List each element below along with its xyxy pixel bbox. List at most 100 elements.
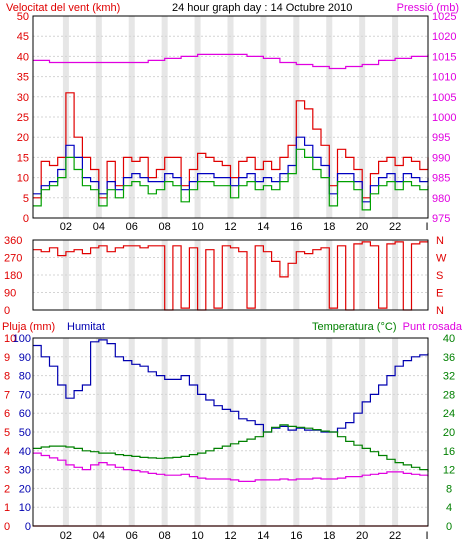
tick-label: 8 [446, 483, 452, 495]
degree-ticks: 0 90 180 270 360 [4, 235, 22, 317]
hour-band [128, 338, 135, 526]
tick-label: 08 [159, 221, 171, 233]
compass-label: E [436, 288, 443, 300]
hour-band [161, 16, 168, 218]
tick-label: 1000 [432, 112, 456, 124]
tick-label: 14 [257, 221, 269, 233]
tick-label: 1025 [432, 11, 456, 23]
compass-label: N [436, 305, 444, 317]
tick-label: 8 [4, 371, 10, 383]
hour-band [392, 338, 399, 526]
tick-label: 180 [4, 270, 22, 282]
tick-label: 1 [4, 502, 10, 514]
wind-speed-ticks: 0 5 10 15 20 25 30 35 40 45 50 [17, 11, 29, 225]
tick-label: 10 [4, 333, 16, 345]
tick-label: 18 [323, 530, 335, 542]
chart-title: 24 hour graph day : 14 Octubre 2010 [172, 2, 352, 14]
gridlines [33, 257, 428, 293]
tick-label: 270 [4, 253, 22, 265]
tick-label: 20 [17, 132, 29, 144]
tick-label: 24 [443, 408, 455, 420]
tick-label: 0 [25, 521, 31, 533]
tick-label: 1020 [432, 31, 456, 43]
tick-label: 02 [60, 221, 72, 233]
compass-label: S [436, 270, 443, 282]
tick-label: 36 [443, 352, 455, 364]
hour-band [392, 16, 399, 218]
pressure-ticks: 975 980 985 990 995 1000 1005 1010 1015 1020 1025 [432, 11, 456, 225]
tick-label: 975 [432, 213, 450, 225]
tick-label: 06 [126, 530, 138, 542]
tick-label: 25 [17, 112, 29, 124]
humidity-ticks: 0 10 20 30 40 50 60 70 80 90 100 [13, 333, 31, 533]
tick-label: 100 [13, 333, 31, 345]
tick-label: 04 [93, 530, 105, 542]
tick-label: 90 [4, 288, 16, 300]
tick-label: 04 [93, 221, 105, 233]
tick-label: 20 [443, 427, 455, 439]
tick-label: 4 [446, 502, 452, 514]
series-layer [33, 241, 428, 311]
temperature-axis-label: Temperatura (°C) [312, 321, 396, 333]
tick-label: 5 [23, 193, 29, 205]
tick-label: 22 [389, 221, 401, 233]
tick-label: 12 [224, 530, 236, 542]
hour-band [293, 240, 300, 310]
tick-label: 90 [19, 352, 31, 364]
tick-label: 16 [443, 446, 455, 458]
plot-frame [32, 15, 429, 219]
tick-label: 12 [443, 465, 455, 477]
tick-label: 10 [19, 502, 31, 514]
tick-label: 60 [19, 408, 31, 420]
tick-label: 1010 [432, 72, 456, 84]
hour-band [260, 16, 267, 218]
hour-band [260, 240, 267, 310]
tick-label: 70 [19, 389, 31, 401]
tick-label: 7 [4, 389, 10, 401]
tick-label: 06 [126, 221, 138, 233]
tick-label: 5 [4, 427, 10, 439]
tick-label: 10 [191, 221, 203, 233]
tick-label: 10 [17, 173, 29, 185]
series-layer [33, 53, 429, 211]
tick-label: 40 [443, 333, 455, 345]
tick-label: 45 [17, 31, 29, 43]
tick-label: 990 [432, 152, 450, 164]
pressure-axis-label: Pressió (mb) [397, 2, 459, 14]
tick-label: I [425, 530, 428, 542]
tick-label: 4 [4, 446, 10, 458]
tick-label: 6 [4, 408, 10, 420]
tick-label: 3 [4, 465, 10, 477]
humidity-axis-label: Humitat [67, 321, 105, 333]
tick-label: 12 [224, 221, 236, 233]
tick-label: 15 [17, 152, 29, 164]
tick-label: 02 [60, 530, 72, 542]
plot-frame [32, 239, 429, 311]
hour-ticks: 02 04 06 08 10 12 14 16 18 20 22 I [60, 530, 429, 542]
gust-series-line [33, 148, 429, 211]
tick-label: 2 [4, 483, 10, 495]
dewpoint-axis-label: Punt rosada [403, 321, 463, 333]
tick-label: 9 [4, 352, 10, 364]
tick-label: 18 [323, 221, 335, 233]
compass-label: W [436, 253, 447, 265]
tick-label: 30 [17, 92, 29, 104]
tick-label: 14 [257, 530, 269, 542]
tick-label: 0 [446, 521, 452, 533]
tick-label: 40 [19, 446, 31, 458]
plot-frame [32, 337, 429, 527]
rain-axis-label: Pluja (mm) [2, 321, 55, 333]
tick-label: 08 [159, 530, 171, 542]
hour-band [128, 16, 135, 218]
tick-label: 80 [19, 371, 31, 383]
tick-label: 40 [17, 51, 29, 63]
tick-label: 16 [290, 530, 302, 542]
tick-label: 0 [4, 305, 10, 317]
hour-ticks: 02 04 06 08 10 12 14 16 18 20 22 I [60, 221, 429, 233]
tick-label: 0 [23, 213, 29, 225]
tick-label: 50 [17, 11, 29, 23]
tick-label: 16 [290, 221, 302, 233]
